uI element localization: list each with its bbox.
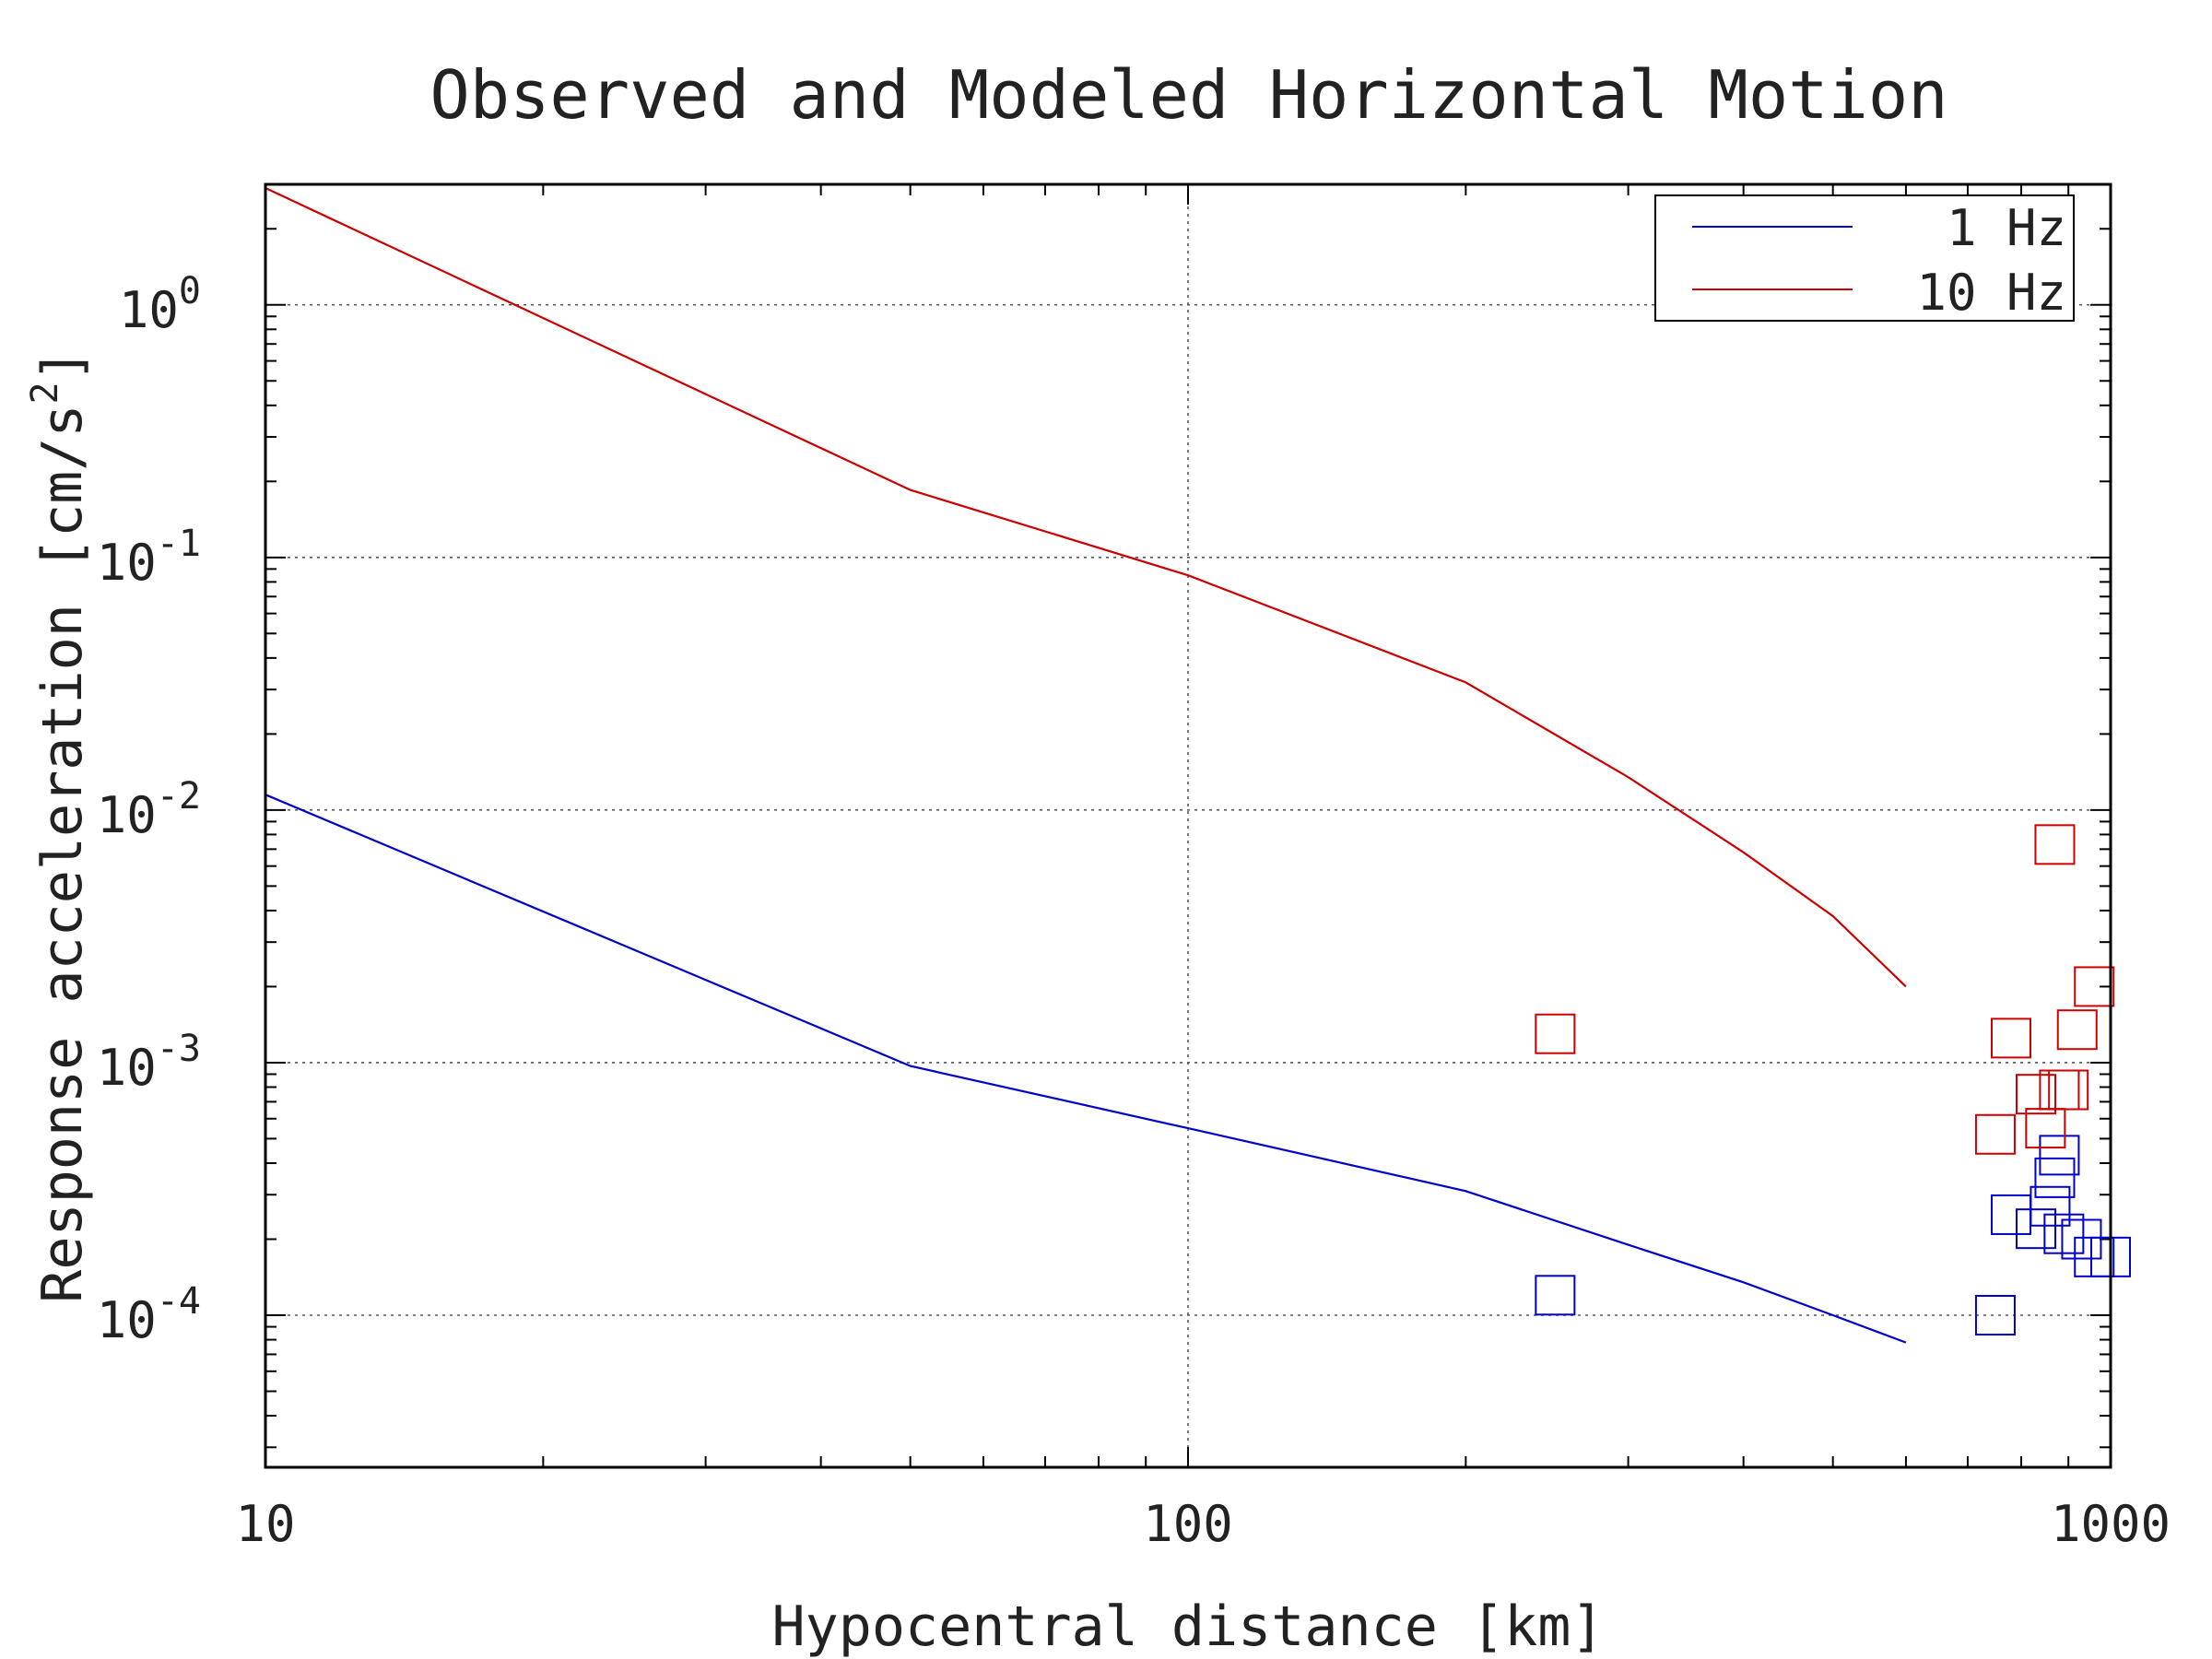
observed-marker-10hz (1990, 1018, 2031, 1059)
model-line-1hz (265, 794, 1907, 1344)
y-tick-label: 10-4 (97, 1280, 201, 1349)
observed-marker-10hz (1535, 1013, 1576, 1054)
legend-box (1654, 194, 2075, 322)
legend-label-1hz: 1 Hz (1947, 199, 2066, 257)
y-tick-exponent: -1 (157, 523, 201, 565)
observed-marker-10hz (2015, 1074, 2056, 1115)
y-axis-label: Response acceleration [cm/s2] (24, 348, 95, 1303)
x-tick-labels: 10 100 1000 (235, 1495, 2171, 1553)
observed-marker-10hz (2048, 1069, 2089, 1111)
model-lines (265, 187, 1907, 1344)
y-tick-base: 10 (97, 1039, 157, 1097)
observed-marker-10hz (2056, 1009, 2098, 1051)
observed-marker-1hz (2061, 1218, 2102, 1260)
legend: 1 Hz 10 Hz (1654, 194, 2075, 322)
y-tick-exponent: 0 (179, 270, 201, 312)
x-tick-label: 100 (1143, 1495, 1233, 1553)
chart-title: Observed and Modeled Horizontal Motion (429, 56, 1947, 134)
grid-layer (265, 184, 2111, 1467)
observed-marker-1hz (2030, 1185, 2071, 1227)
y-tick-label: 10-3 (97, 1028, 201, 1097)
observed-marker-1hz (2015, 1208, 2056, 1250)
observed-marker-1hz (1535, 1275, 1576, 1316)
x-tick-label: 10 (235, 1495, 295, 1553)
y-tick-base: 10 (97, 1291, 157, 1349)
y-tick-exponent: -4 (157, 1280, 201, 1323)
observed-marker-1hz (2039, 1135, 2080, 1176)
observed-marker-1hz (1974, 1294, 2016, 1335)
y-axis-label-main: Response acceleration [cm/s (30, 404, 95, 1302)
y-tick-exponent: -3 (157, 1028, 201, 1070)
model-line-10hz (265, 187, 1907, 988)
y-tick-label: 10-2 (97, 775, 201, 844)
observed-marker-10hz (2034, 824, 2076, 865)
observed-marker-10hz (2074, 966, 2115, 1007)
y-axis-label-close: ] (30, 348, 95, 382)
plot-frame (264, 182, 2112, 1469)
y-axis-label-exponent: 2 (24, 382, 66, 404)
observed-marker-1hz (2043, 1213, 2085, 1254)
y-tick-base: 10 (97, 786, 157, 844)
observed-markers (1535, 824, 2131, 1335)
observed-marker-1hz (2034, 1157, 2076, 1198)
y-tick-label: 10-1 (97, 523, 201, 592)
y-tick-base: 10 (119, 281, 179, 339)
minor-ticks (265, 183, 2111, 1467)
observed-marker-10hz (1974, 1113, 2016, 1155)
legend-label-10hz: 10 Hz (1916, 264, 2066, 322)
y-tick-label: 100 (119, 270, 201, 339)
y-tick-exponent: -2 (157, 775, 201, 818)
y-tick-base: 10 (97, 534, 157, 592)
x-axis-label: Hypocentral distance [km] (771, 1594, 1604, 1659)
x-tick-label: 1000 (2051, 1495, 2171, 1553)
